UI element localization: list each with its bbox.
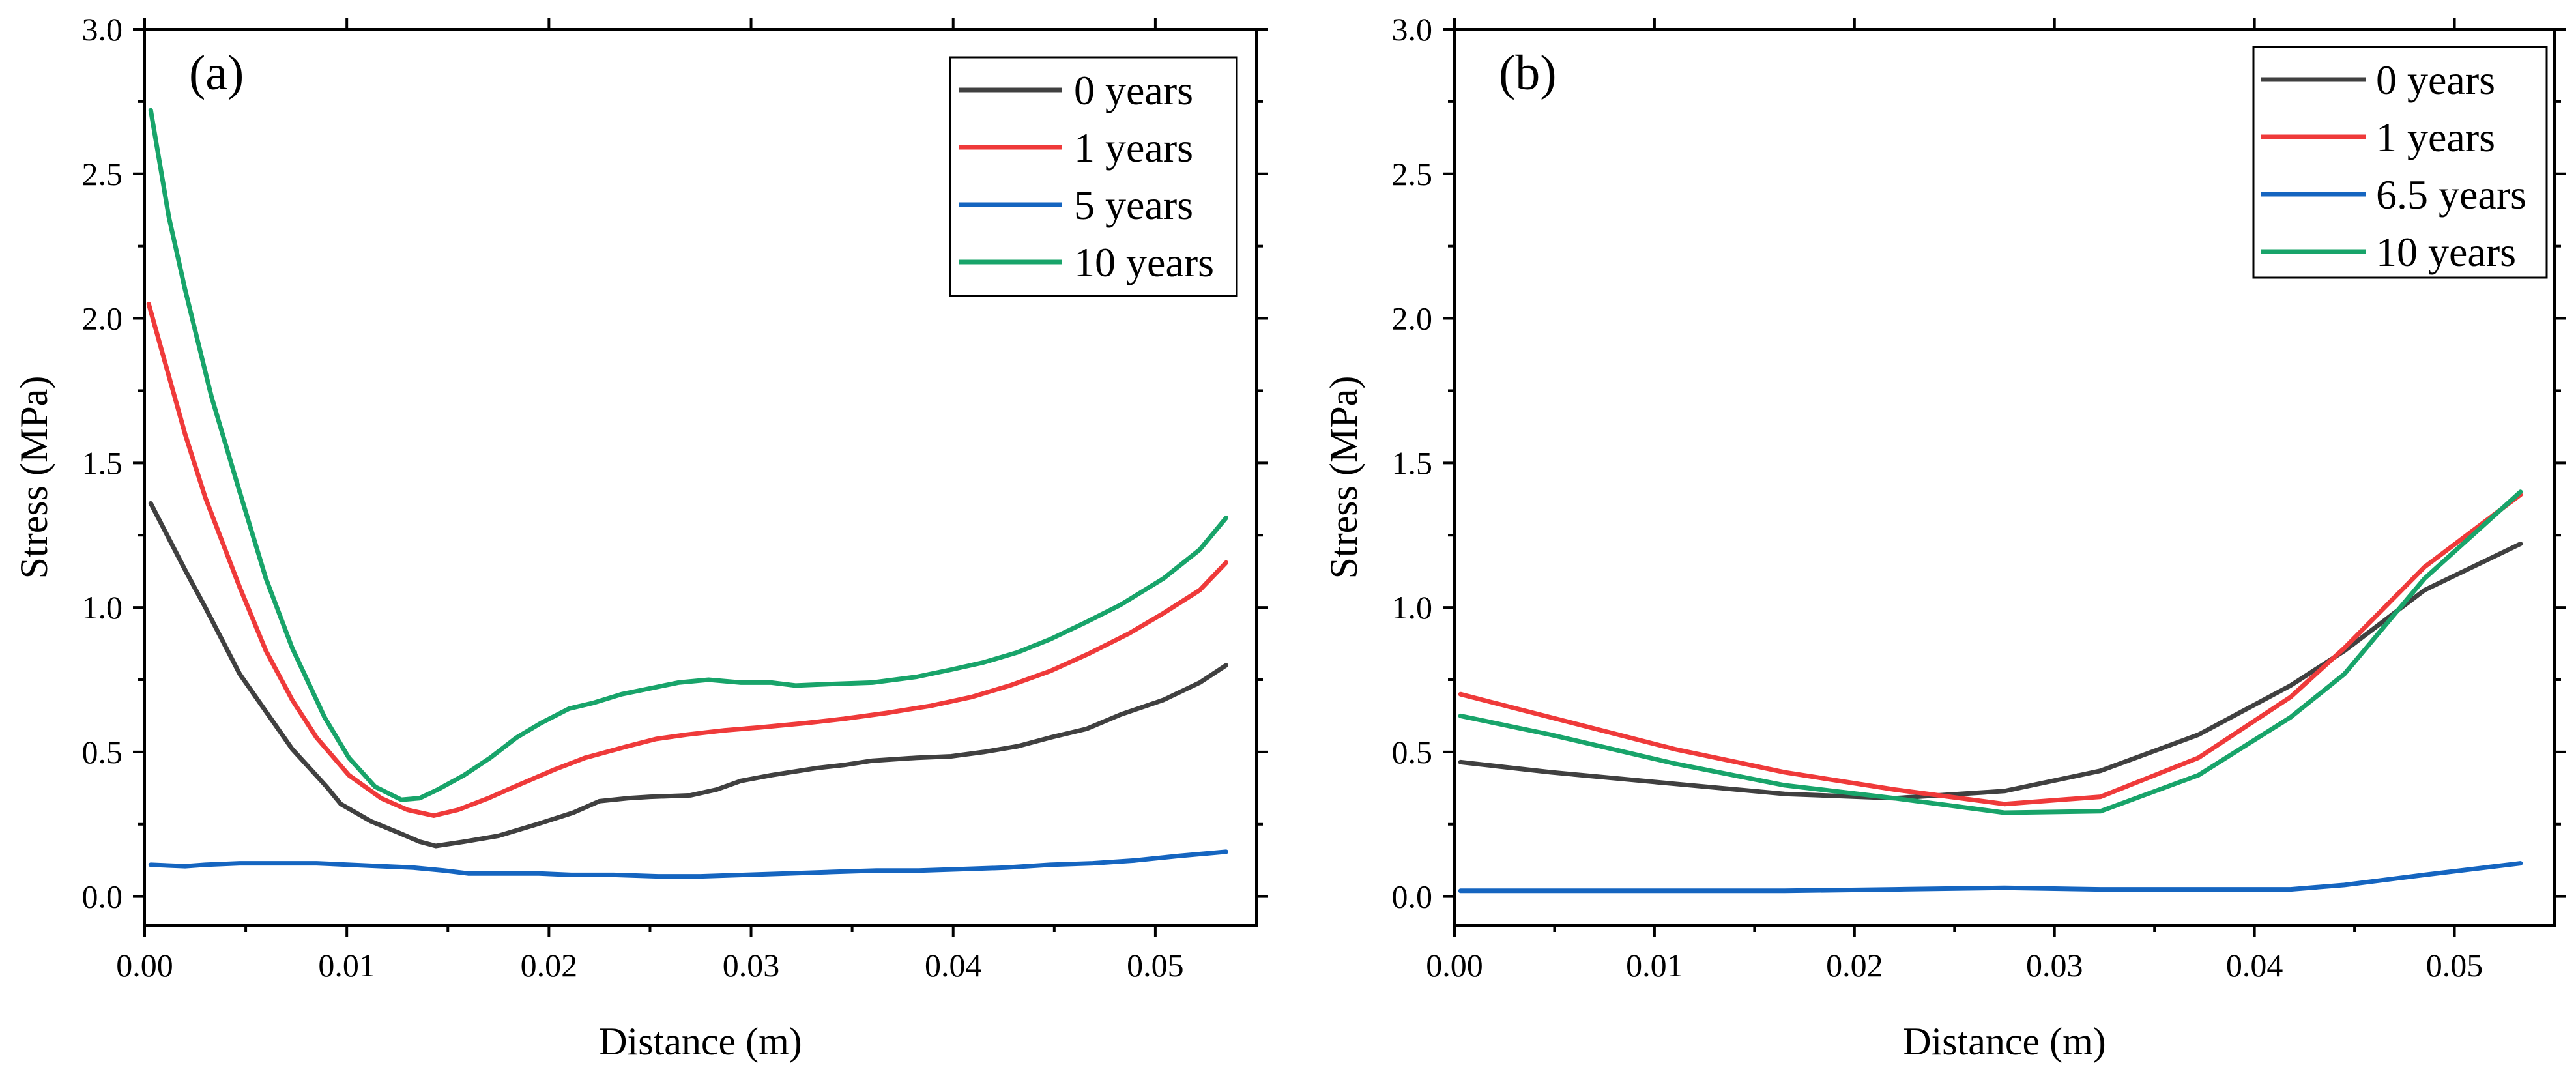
panel-a-y-tick-label: 0.0 xyxy=(82,879,123,915)
panel-b-series-line-4 xyxy=(1458,489,2523,815)
panel-a-series-line-4 xyxy=(148,108,1228,802)
panel-b-x-tick-label: 0.02 xyxy=(1826,947,1883,983)
panel-a-series-line-3 xyxy=(148,849,1228,879)
panel-a-y-tick-label: 1.5 xyxy=(82,444,123,481)
panel-b-x-tick-label: 0.04 xyxy=(2226,947,2283,983)
panel-a-series-line-1 xyxy=(148,501,1228,849)
panel-b-x-tick-label: 0.01 xyxy=(1626,947,1683,983)
panel-b-x-tick-label: 0.05 xyxy=(2426,947,2483,983)
panel-a-legend-label-4: 10 years xyxy=(1074,239,1214,285)
panel-a-legend-label-2: 1 years xyxy=(1074,124,1193,171)
panel-a-legend-label-3: 5 years xyxy=(1074,182,1193,228)
panel-b-y-tick-label: 0.5 xyxy=(1392,734,1433,770)
panel-a-y-axis-title: Stress (MPa) xyxy=(12,376,55,579)
panel-a-y-tick-label: 2.5 xyxy=(82,156,123,192)
panel-a-x-tick-label: 0.03 xyxy=(723,947,780,983)
panel-b-legend-label-4: 10 years xyxy=(2376,229,2516,275)
panel-b-x-axis-title: Distance (m) xyxy=(1903,1020,2106,1063)
panel-a-legend-label-1: 0 years xyxy=(1074,67,1193,113)
panel-a-y-tick-label: 2.0 xyxy=(82,300,123,337)
panel-a-y-tick-label: 3.0 xyxy=(82,11,123,48)
panel-a-x-tick-label: 0.02 xyxy=(521,947,578,983)
panel-a-series-line-2 xyxy=(146,301,1228,818)
panel-b-series-line-3 xyxy=(1458,861,2523,894)
panel-a-x-axis-title: Distance (m) xyxy=(599,1020,802,1063)
panel-a-panel-label: (a) xyxy=(189,46,244,100)
panel-a-y-tick-label: 0.5 xyxy=(82,734,123,770)
panel-b-chart: 0.00 0.01 0.02 0.03 0.04 0.05 0.0 0.5 1.0 1.5 2.0 2… xyxy=(1322,11,2566,1063)
panel-b-y-tick-label: 0.0 xyxy=(1392,879,1433,915)
panel-b-y-axis-title: Stress (MPa) xyxy=(1322,376,1365,579)
panel-b-y-tick-label: 1.5 xyxy=(1392,444,1433,481)
panel-a-plot-frame xyxy=(143,28,1258,927)
panel-b-legend-label-3: 6.5 years xyxy=(2376,171,2526,218)
panel-b-legend-box xyxy=(2252,46,2548,279)
panel-b-x-tick-label: 0.00 xyxy=(1426,947,1483,983)
panel-b-series-line-1 xyxy=(1458,542,2523,801)
panel-a-chart: 0.00 0.01 0.02 0.03 0.04 0.05 0.0 0.5 1.0 1.5 2.0 2… xyxy=(12,11,1268,1063)
panel-b-y-tick-label: 2.5 xyxy=(1392,156,1433,192)
panel-b-y-tick-label: 3.0 xyxy=(1392,11,1433,48)
panel-b-panel-label: (b) xyxy=(1499,46,1557,100)
panel-b-y-tick-label: 2.0 xyxy=(1392,300,1433,337)
panel-a-y-tick-label: 1.0 xyxy=(82,589,123,626)
panel-b-legend-label-2: 1 years xyxy=(2376,114,2495,160)
panel-a-x-tick-label: 0.05 xyxy=(1127,947,1184,983)
panel-a-legend-box xyxy=(949,56,1238,297)
panel-a-x-tick-label: 0.00 xyxy=(116,947,173,983)
panel-b-series-line-2 xyxy=(1458,492,2523,807)
panel-a-x-tick-label: 0.01 xyxy=(318,947,375,983)
panel-b-x-tick-label: 0.03 xyxy=(2026,947,2083,983)
panel-b-plot-frame xyxy=(1453,28,2556,927)
panel-a-x-tick-label: 0.04 xyxy=(925,947,982,983)
panel-b-legend-label-1: 0 years xyxy=(2376,57,2495,103)
panel-b-y-tick-label: 1.0 xyxy=(1392,589,1433,626)
